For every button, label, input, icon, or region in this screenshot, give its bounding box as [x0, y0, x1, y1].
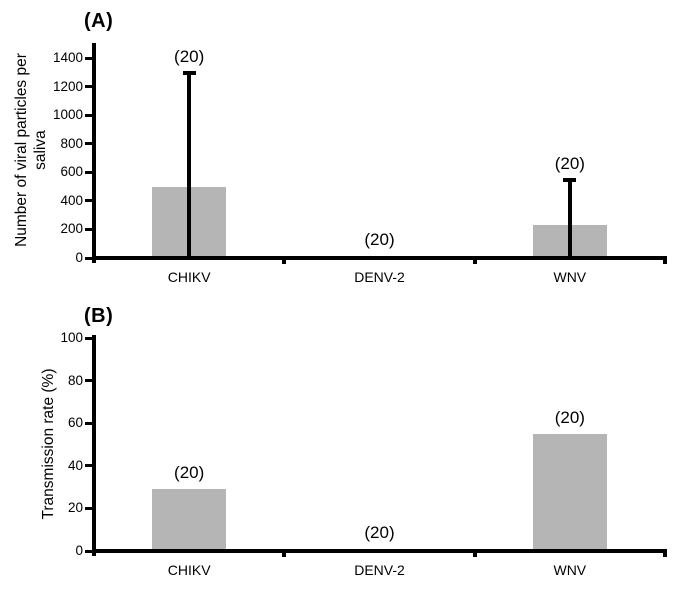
x-tick-mark [663, 552, 667, 557]
sample-size-label-wnv: (20) [554, 407, 585, 427]
y-tick-mark [85, 227, 92, 231]
y-tick-label: 40 [67, 457, 83, 473]
y-tick-mark [85, 549, 92, 553]
y-tick-label: 1200 [52, 78, 83, 94]
y-tick-label: 400 [60, 192, 83, 208]
panel-a-viral-particles-chart: (A) Number of viral particles per saliva… [0, 0, 685, 295]
category-label-wnv: WNV [553, 269, 587, 285]
y-tick-label: 80 [67, 372, 83, 388]
x-axis-line-b [92, 549, 667, 553]
y-tick-label: 600 [60, 164, 83, 180]
x-tick-mark [472, 552, 477, 557]
x-tick-mark [282, 552, 287, 557]
y-tick-label: 200 [60, 221, 83, 237]
category-label-chikv: CHIKV [167, 269, 211, 285]
y-tick-label: 1000 [52, 107, 83, 123]
sample-size-label-chikv: (20) [174, 47, 205, 67]
y-axis-title-b-line1: Transmission rate (%) [40, 368, 57, 520]
error-bar-cap-wnv [563, 178, 577, 183]
y-tick-mark [85, 336, 92, 340]
sample-size-label-denv-2: (20) [364, 230, 395, 249]
y-tick-label: 0 [75, 250, 83, 265]
y-axis-title-b: Transmission rate (%) [39, 309, 59, 579]
y-tick-mark [85, 85, 92, 89]
sample-size-label-wnv: (20) [554, 154, 585, 174]
category-label-wnv: WNV [553, 562, 587, 578]
x-tick-mark [663, 259, 667, 264]
category-label-chikv: CHIKV [167, 562, 211, 578]
panel-b-transmission-rate-chart: (B) Transmission rate (%) 0 20 40 60 80 100 (2… [0, 295, 685, 591]
x-tick-mark [472, 259, 477, 264]
y-axis-line-b [92, 335, 96, 556]
x-tick-mark [282, 259, 287, 264]
error-bar-chikv [187, 72, 192, 256]
sample-size-label-chikv: (20) [174, 463, 205, 483]
y-tick-mark [85, 199, 92, 203]
y-tick-label: 1400 [52, 50, 83, 65]
y-tick-label: 60 [67, 415, 83, 431]
y-tick-label: 20 [67, 500, 83, 516]
y-tick-mark [85, 142, 92, 146]
error-bar-wnv [567, 179, 572, 256]
bar-wnv [532, 433, 607, 549]
y-tick-mark [85, 379, 92, 383]
y-tick-mark [85, 464, 92, 468]
y-tick-label: 100 [60, 330, 83, 345]
y-tick-mark [85, 256, 92, 260]
error-bar-cap-chikv [182, 71, 196, 76]
category-label-denv-2: DENV-2 [354, 269, 405, 285]
panel-b-label: (B) [84, 305, 114, 327]
x-axis-line-a [92, 256, 667, 260]
y-tick-mark [85, 421, 92, 425]
y-tick-mark [85, 170, 92, 174]
y-tick-mark [85, 506, 92, 510]
y-tick-label: 0 [75, 543, 83, 558]
y-tick-label: 800 [60, 135, 83, 151]
y-tick-mark [85, 113, 92, 117]
y-tick-mark [85, 56, 92, 60]
panel-a-label: (A) [84, 10, 114, 32]
category-label-denv-2: DENV-2 [354, 562, 405, 578]
bar-chikv [152, 489, 227, 549]
sample-size-label-denv-2: (20) [364, 523, 395, 542]
y-axis-line-a [92, 43, 96, 263]
